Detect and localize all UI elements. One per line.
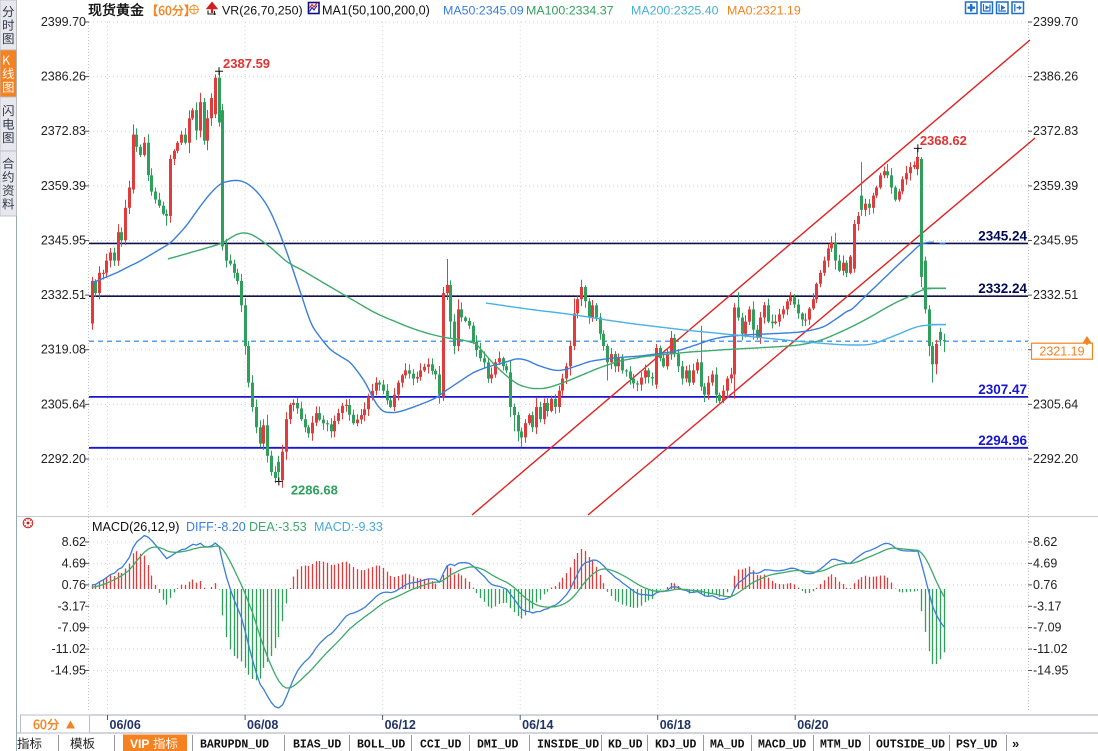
svg-text:2368.62: 2368.62	[920, 133, 967, 148]
svg-text:»: »	[1012, 736, 1019, 751]
svg-text:06/06: 06/06	[110, 718, 141, 732]
svg-text:4.69: 4.69	[62, 556, 86, 570]
svg-text:8.62: 8.62	[62, 535, 86, 549]
svg-text:2319.08: 2319.08	[41, 343, 86, 357]
svg-text:DEA:-3.53: DEA:-3.53	[249, 520, 307, 534]
svg-text:06/12: 06/12	[385, 718, 416, 732]
svg-text:-7.09: -7.09	[58, 621, 87, 635]
svg-text:06/18: 06/18	[660, 718, 691, 732]
svg-text:MA200:2325.40: MA200:2325.40	[631, 4, 719, 18]
svg-text:BARUPDN_UD: BARUPDN_UD	[200, 739, 269, 751]
svg-text:MA1(50,100,200,0): MA1(50,100,200,0)	[322, 4, 430, 18]
svg-text:MACD(26,12,9): MACD(26,12,9)	[92, 520, 180, 534]
svg-text:DIFF:-8.20: DIFF:-8.20	[186, 520, 246, 534]
svg-text:KD_UD: KD_UD	[608, 739, 643, 751]
svg-text:CCI_UD: CCI_UD	[420, 739, 462, 751]
svg-text:BOLL_UD: BOLL_UD	[357, 739, 405, 751]
svg-text:2292.20: 2292.20	[41, 452, 86, 466]
svg-text:KDJ_UD: KDJ_UD	[655, 739, 697, 751]
svg-text:VIP: VIP	[130, 737, 149, 751]
svg-text:DMI_UD: DMI_UD	[477, 739, 519, 751]
svg-text:VR(26,70,250): VR(26,70,250)	[222, 4, 303, 18]
svg-text:2345.95: 2345.95	[1033, 234, 1078, 248]
svg-text:MA50:2345.09: MA50:2345.09	[443, 4, 524, 18]
svg-text:2332.24: 2332.24	[978, 281, 1027, 296]
svg-text:2359.39: 2359.39	[1033, 179, 1078, 193]
svg-text:-3.17: -3.17	[58, 599, 87, 613]
svg-text:2307.47: 2307.47	[978, 382, 1027, 397]
svg-text:-3.17: -3.17	[1033, 599, 1062, 613]
svg-text:2399.70: 2399.70	[1033, 15, 1078, 29]
svg-text:MACD:-9.33: MACD:-9.33	[314, 520, 383, 534]
svg-text:-11.02: -11.02	[1033, 642, 1068, 656]
svg-text:4.69: 4.69	[1033, 556, 1057, 570]
svg-text:2305.64: 2305.64	[1033, 397, 1078, 411]
svg-text:MACD_UD: MACD_UD	[758, 739, 806, 751]
svg-text:INSIDE_UD: INSIDE_UD	[537, 739, 599, 751]
svg-text:2305.64: 2305.64	[41, 397, 86, 411]
svg-text:2345.95: 2345.95	[41, 234, 86, 248]
svg-text:2345.24: 2345.24	[978, 228, 1027, 243]
svg-text:MA100:2334.37: MA100:2334.37	[526, 4, 614, 18]
svg-text:2387.59: 2387.59	[223, 56, 270, 71]
svg-text:2359.39: 2359.39	[41, 179, 86, 193]
svg-text:2321.19: 2321.19	[1039, 345, 1084, 359]
svg-text:2399.70: 2399.70	[41, 15, 86, 29]
svg-text:8.62: 8.62	[1033, 535, 1057, 549]
svg-text:-14.95: -14.95	[51, 663, 86, 677]
svg-text:2294.96: 2294.96	[978, 433, 1027, 448]
svg-text:06/20: 06/20	[797, 718, 828, 732]
svg-text:0.76: 0.76	[1033, 578, 1057, 592]
svg-text:-11.02: -11.02	[51, 642, 86, 656]
svg-text:0.76: 0.76	[62, 578, 86, 592]
svg-text:OUTSIDE_UD: OUTSIDE_UD	[876, 739, 945, 751]
svg-text:-14.95: -14.95	[1033, 663, 1068, 677]
svg-text:06/08: 06/08	[247, 718, 278, 732]
svg-text:2332.51: 2332.51	[1033, 288, 1078, 302]
svg-text:BIAS_UD: BIAS_UD	[293, 739, 341, 751]
svg-text:MA0:2321.19: MA0:2321.19	[727, 4, 801, 18]
svg-text:2372.83: 2372.83	[1033, 124, 1078, 138]
svg-text:MTM_UD: MTM_UD	[820, 739, 862, 751]
svg-text:-7.09: -7.09	[1033, 621, 1062, 635]
svg-text:2332.51: 2332.51	[41, 288, 86, 302]
svg-text:PSY_UD: PSY_UD	[956, 739, 998, 751]
svg-text:MA_UD: MA_UD	[710, 739, 745, 751]
svg-text:2286.68: 2286.68	[291, 482, 338, 497]
svg-text:06/14: 06/14	[522, 718, 553, 732]
svg-text:2372.83: 2372.83	[41, 124, 86, 138]
svg-text:2292.20: 2292.20	[1033, 452, 1078, 466]
svg-text:2386.26: 2386.26	[1033, 70, 1078, 84]
svg-text:2386.26: 2386.26	[41, 70, 86, 84]
